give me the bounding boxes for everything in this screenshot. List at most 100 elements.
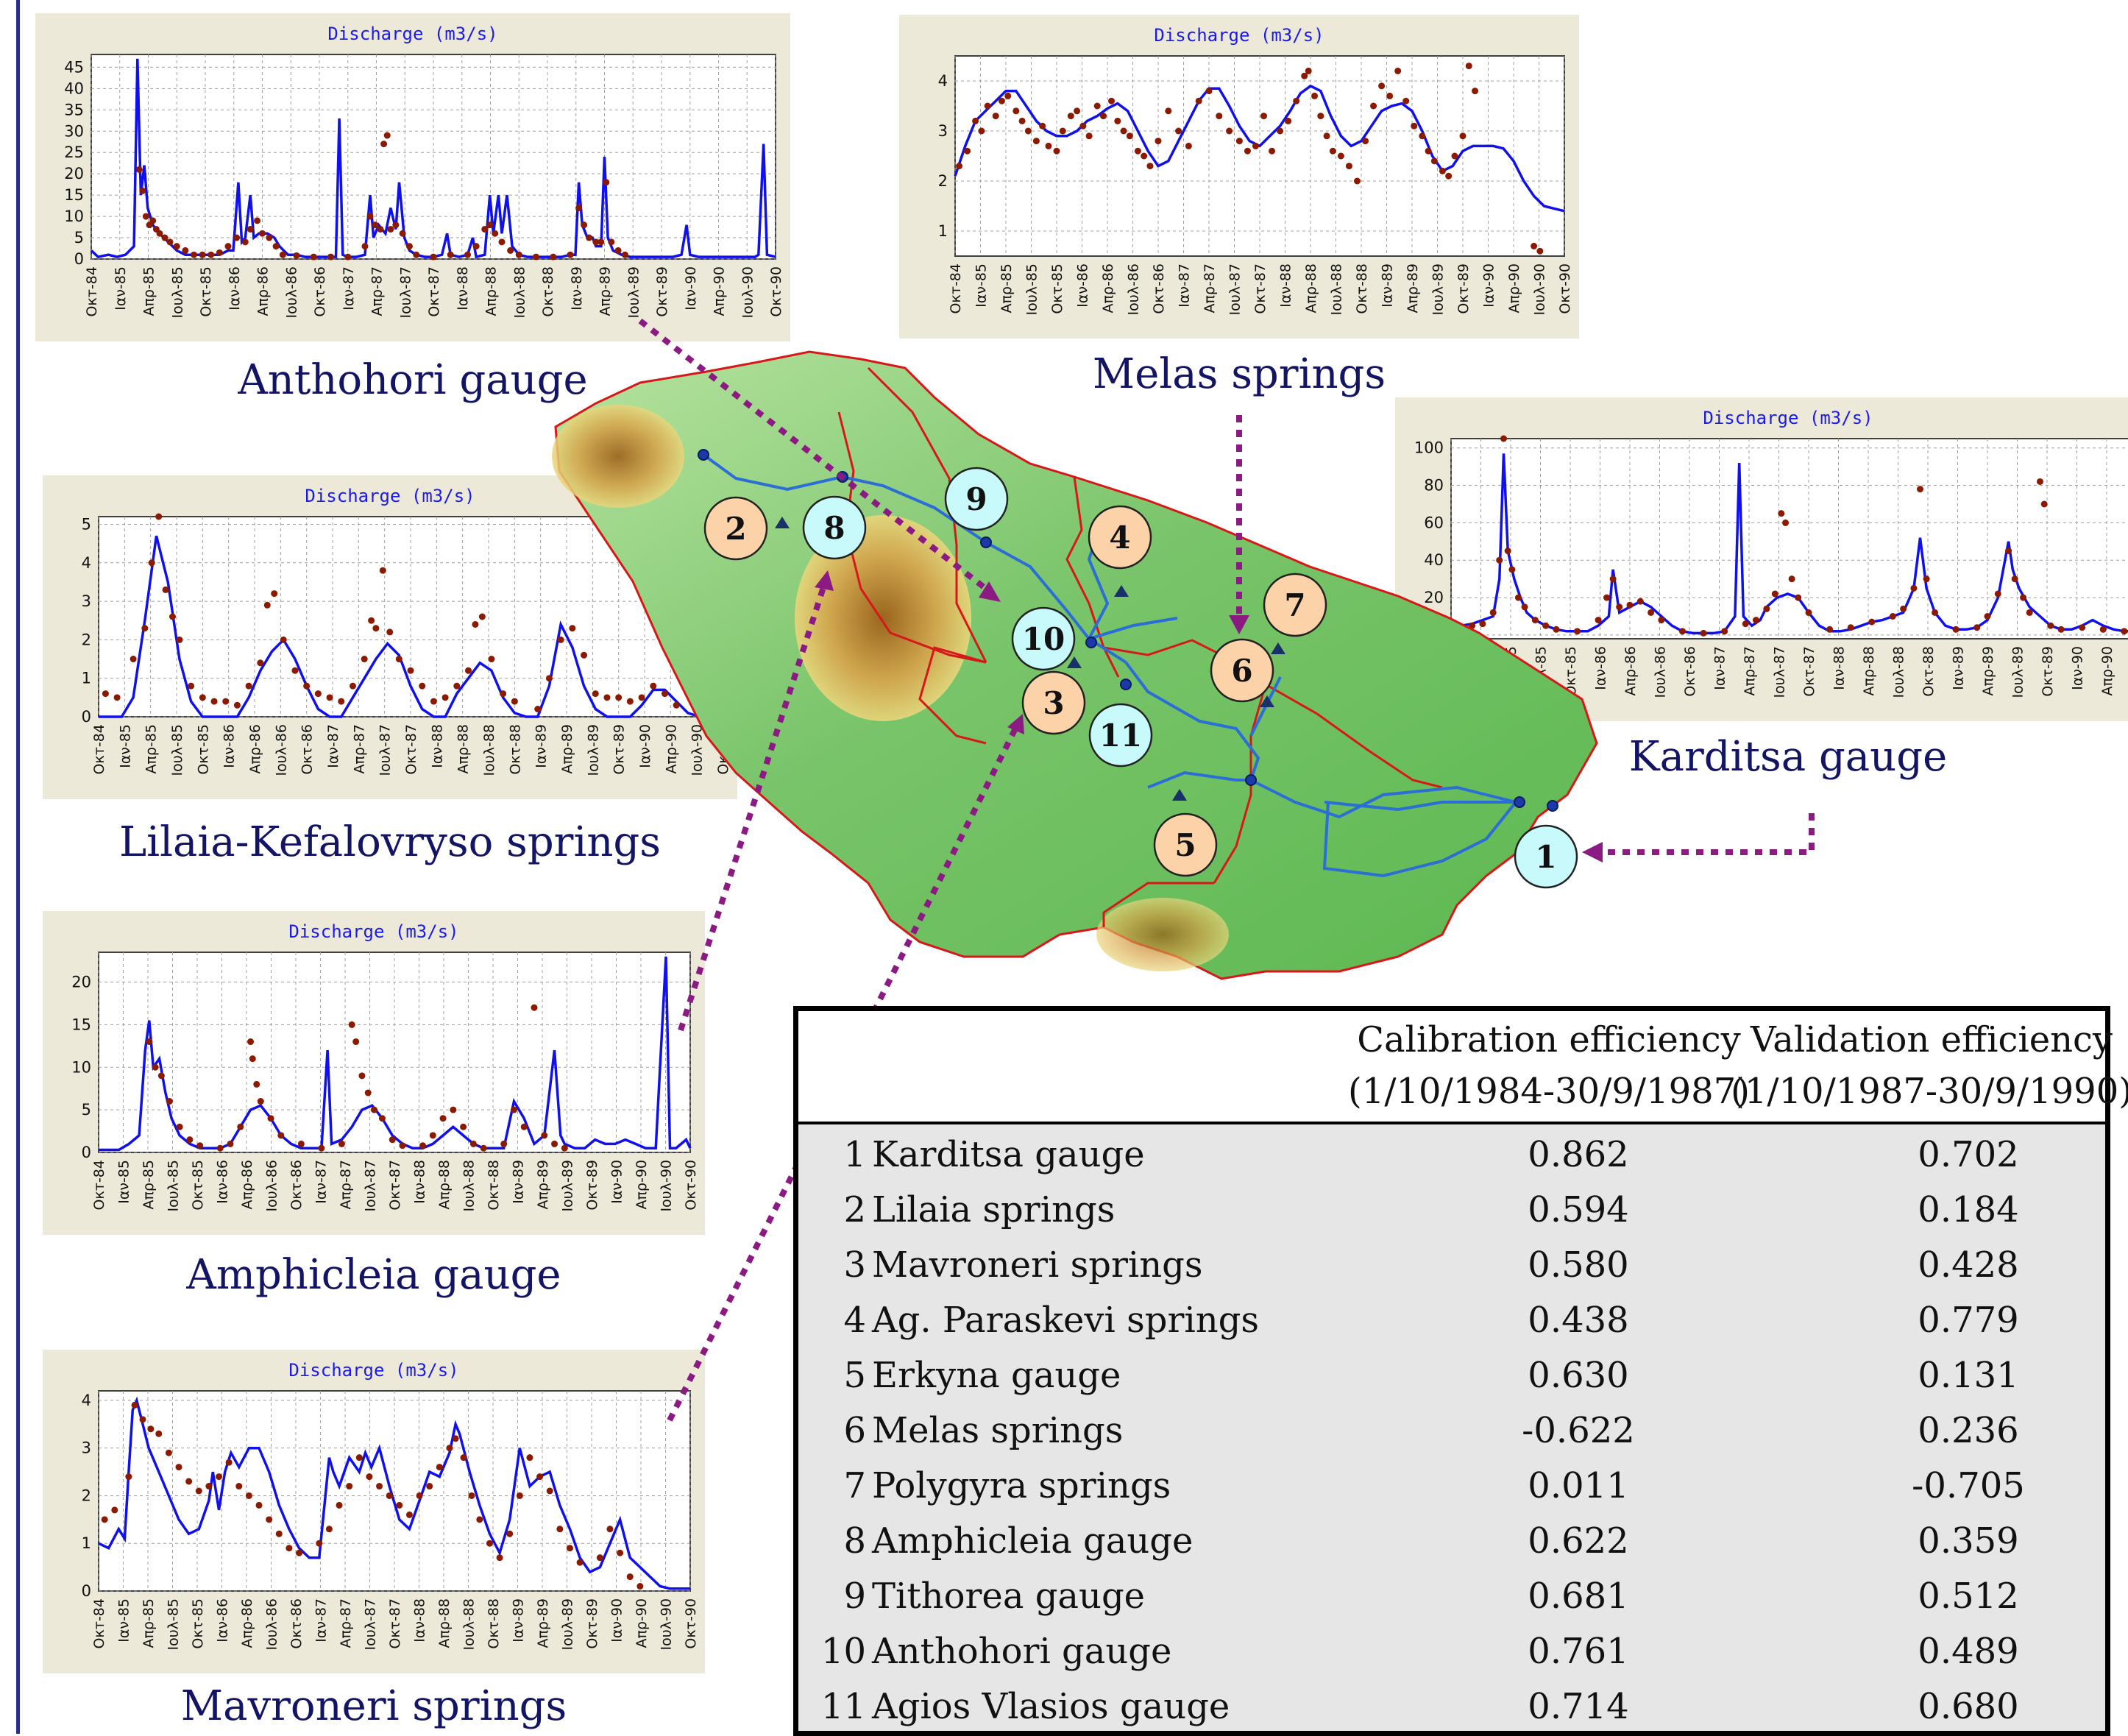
x-tick-label: Απρ-88	[436, 1160, 453, 1210]
x-tick-label: Ιουλ-88	[461, 1160, 478, 1212]
observed-point	[327, 253, 334, 261]
observed-point	[511, 698, 518, 705]
observed-point	[1108, 97, 1116, 104]
observed-point	[293, 252, 300, 259]
y-tick-label: 40	[1424, 551, 1444, 569]
observed-point	[176, 1123, 183, 1130]
row-calibration: 0.630	[1528, 1355, 1629, 1396]
row-number: 5	[843, 1355, 866, 1396]
observed-point	[2057, 626, 2065, 633]
observed-point	[1059, 127, 1066, 135]
x-tick-label: Ιουλ-87	[1227, 263, 1244, 316]
observed-point	[216, 1144, 224, 1152]
observed-point	[468, 1492, 475, 1499]
table-row: 6 Melas springs -0.622 0.236	[798, 1403, 2105, 1459]
x-tick-label: Ιαν-86	[215, 1598, 231, 1643]
observed-point	[581, 222, 588, 229]
observed-point	[297, 1140, 305, 1147]
observed-point	[1285, 117, 1292, 124]
observed-point	[2079, 624, 2086, 631]
observed-point	[247, 225, 254, 233]
chart-svg-mavroneri: Discharge (m3/s) Окт-84 Ιαν-85 Απρ-85 Ιουλ-8…	[43, 1350, 705, 1673]
y-tick-label: 0	[82, 1582, 91, 1600]
observed-point	[379, 567, 386, 574]
observed-point	[597, 238, 605, 246]
observed-point	[399, 230, 406, 237]
observed-point	[492, 230, 499, 237]
observed-point	[419, 682, 426, 690]
observed-point	[1269, 147, 1276, 155]
x-tick-label: Ιουλ-86	[264, 1598, 280, 1651]
observed-point	[429, 1132, 436, 1139]
x-tick-label: Οκτ-90	[768, 266, 784, 317]
observed-point	[386, 1492, 393, 1499]
x-tick-label: Ιουλ-89	[2010, 646, 2026, 698]
observed-point	[561, 1144, 568, 1152]
observed-point	[361, 656, 368, 663]
observed-point	[1018, 117, 1026, 124]
observed-point	[1521, 603, 1528, 611]
observed-point	[1024, 127, 1032, 135]
x-tick-label: Απρ-85	[141, 266, 157, 316]
observed-point	[407, 667, 414, 674]
x-tick-label: Ιουλ-89	[625, 266, 642, 319]
observed-point	[1216, 113, 1223, 120]
observed-point	[550, 253, 557, 261]
observed-point	[992, 113, 999, 120]
observed-point	[266, 234, 273, 241]
observed-point	[263, 601, 271, 609]
mountain-relief-north	[552, 405, 684, 508]
y-tick-label: 20	[71, 974, 91, 991]
observed-point	[978, 127, 985, 135]
observed-point	[296, 1549, 303, 1556]
x-tick-label: Απρ-86	[239, 1598, 255, 1648]
x-tick-label: Οκτ-85	[1563, 646, 1579, 697]
x-tick-label: Απρ-85	[141, 1598, 157, 1648]
x-tick-label: Ιαν-87	[313, 1160, 330, 1204]
observed-point	[387, 225, 394, 233]
chart-inner-title: Discharge (m3/s)	[305, 486, 475, 506]
x-tick-label: Ιαν-85	[116, 1160, 132, 1204]
x-tick-label: Ιουλ-88	[511, 266, 528, 319]
observed-point	[139, 187, 146, 194]
observed-point	[1778, 510, 1785, 517]
observed-point	[352, 1038, 360, 1046]
chart-anthohori: Discharge (m3/s) Окт-84 Ιαν-85 Απρ-85 Ιουλ-8…	[35, 13, 790, 341]
observed-point	[173, 243, 180, 250]
observed-point	[1932, 609, 1939, 616]
row-calibration: 0.622	[1528, 1520, 1629, 1562]
x-tick-label: Οκτ-86	[288, 1598, 305, 1649]
observed-point	[405, 1511, 413, 1518]
observed-point	[1465, 63, 1472, 70]
observed-point	[1155, 138, 1162, 145]
observed-point	[113, 694, 121, 701]
observed-point	[275, 1530, 283, 1537]
observed-point	[488, 656, 495, 663]
observed-point	[469, 1140, 477, 1147]
y-tick-label: 3	[82, 1439, 91, 1457]
observed-point	[370, 1106, 377, 1113]
observed-point	[389, 1136, 396, 1144]
observed-point	[316, 1540, 323, 1547]
y-tick-label: 4	[938, 72, 948, 90]
observed-point	[636, 1583, 644, 1590]
observed-point	[344, 253, 352, 261]
caption-lilaia: Lilaia-Kefalovryso springs	[118, 818, 662, 866]
observed-point	[592, 690, 599, 698]
x-tick-label: Απρ-87	[1202, 263, 1218, 313]
x-tick-label: Οκτ-90	[683, 1598, 699, 1649]
observed-point	[472, 620, 479, 628]
observed-point	[1293, 97, 1300, 104]
observed-point	[1301, 72, 1308, 79]
observed-point	[486, 222, 494, 229]
row-name: Anthohori gauge	[872, 1631, 1172, 1672]
table-row: 4 Ag. Paraskevi springs 0.438 0.779	[798, 1293, 2105, 1348]
observed-point	[567, 251, 574, 258]
x-tick-label: Οκτ-85	[195, 724, 211, 775]
observed-point	[1079, 122, 1087, 130]
row-name: Agios Vlasios gauge	[872, 1686, 1230, 1727]
gauge-points	[698, 449, 1558, 812]
observed-point	[255, 1501, 263, 1509]
observed-point	[1114, 117, 1121, 124]
observed-point	[1805, 609, 1812, 616]
